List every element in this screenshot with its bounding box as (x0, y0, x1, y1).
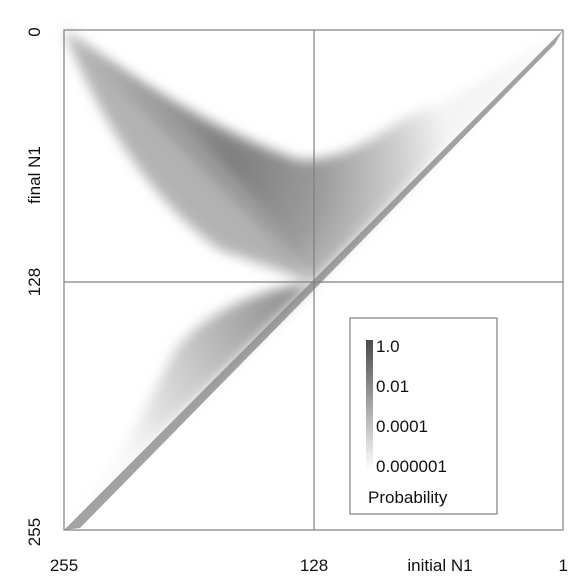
x-tick-label: 1 (559, 556, 568, 575)
colorbar (366, 340, 373, 470)
x-axis: 255 128 1 initial N1 (50, 556, 568, 575)
x-axis-title: initial N1 (407, 556, 472, 575)
x-tick-label: 128 (300, 556, 328, 575)
colorbar-tick-label: 1.0 (376, 337, 400, 356)
colorbar-tick-label: 0.000001 (376, 457, 447, 476)
colorscale-legend: 1.0 0.01 0.0001 0.000001 Probability (350, 318, 497, 514)
y-tick-label: 255 (25, 518, 44, 546)
colorscale-title: Probability (368, 488, 448, 507)
x-tick-label: 255 (50, 556, 78, 575)
colorbar-tick-label: 0.0001 (376, 417, 428, 436)
y-axis: 0 128 255 final N1 (25, 27, 44, 546)
y-tick-label: 0 (25, 27, 44, 36)
y-tick-label: 128 (25, 268, 44, 296)
y-axis-title: final N1 (25, 146, 44, 204)
colorbar-tick-label: 0.01 (376, 377, 409, 396)
